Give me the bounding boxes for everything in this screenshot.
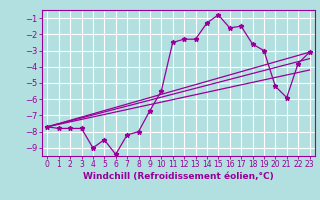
X-axis label: Windchill (Refroidissement éolien,°C): Windchill (Refroidissement éolien,°C) — [83, 172, 274, 181]
